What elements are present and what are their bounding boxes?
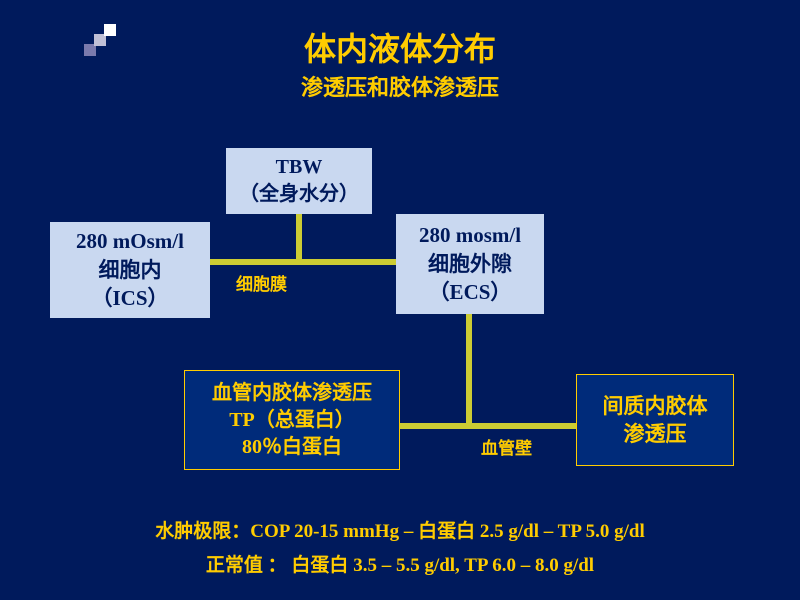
footer-1a: 水肿极限：: [155, 521, 250, 542]
box-int-l2: 渗透压: [624, 420, 687, 448]
label-wall: 血管壁: [481, 434, 532, 459]
box-ecs-l3: （ECS）: [429, 278, 512, 306]
box-vasc-l1: 血管内胶体渗透压: [212, 380, 372, 407]
footer-1b: COP 20-15 mmHg –: [250, 521, 418, 542]
box-ics-l2: 细胞内: [99, 256, 162, 284]
box-interstitial: 间质内胶体 渗透压: [576, 374, 734, 466]
box-vasc-l3: 80％白蛋白: [242, 434, 342, 461]
title-sub: 渗透压和胶体渗透压: [0, 70, 800, 102]
slide-root: 体内液体分布 渗透压和胶体渗透压 细胞膜 血管壁 TBW （全身水分） 280 …: [0, 0, 800, 600]
footer-line2: 正常值 ： 白蛋白 3.5 – 5.5 g/dl, TP 6.0 – 8.0 g…: [0, 550, 800, 577]
footer-1d: 2.5 g/dl – TP 5.0 g/dl: [475, 521, 645, 542]
footer-1c: 白蛋白: [418, 521, 475, 542]
box-vascular: 血管内胶体渗透压 TP（总蛋白） 80％白蛋白: [184, 370, 400, 470]
footer-2a: 正常值 ： 白蛋白: [206, 555, 349, 576]
box-ecs-l2: 细胞外隙: [428, 250, 512, 278]
box-int-l1: 间质内胶体: [603, 392, 708, 420]
box-ecs-l1: 280 mosm/l: [419, 221, 521, 249]
box-tbw-l2: （全身水分）: [239, 181, 359, 208]
box-tbw: TBW （全身水分）: [226, 148, 372, 214]
box-ics: 280 mOsm/l 细胞内 （ICS）: [50, 222, 210, 318]
box-ics-l3: （ICS）: [91, 284, 168, 312]
box-ics-l1: 280 mOsm/l: [76, 227, 184, 255]
box-vasc-l2: TP（总蛋白）: [229, 407, 355, 434]
title-main: 体内液体分布: [0, 24, 800, 70]
box-ecs: 280 mosm/l 细胞外隙 （ECS）: [396, 214, 544, 314]
footer-2b: 3.5 – 5.5 g/dl, TP 6.0 – 8.0 g/dl: [348, 555, 594, 576]
conn-ics-ecs: [210, 259, 396, 265]
box-tbw-l1: TBW: [276, 154, 323, 181]
label-membrane: 细胞膜: [236, 270, 287, 295]
footer-line1: 水肿极限：COP 20-15 mmHg – 白蛋白 2.5 g/dl – TP …: [0, 516, 800, 543]
conn-vasc-int: [400, 423, 576, 429]
conn-ecs-down: [466, 314, 472, 426]
conn-tbw-down: [296, 214, 302, 262]
